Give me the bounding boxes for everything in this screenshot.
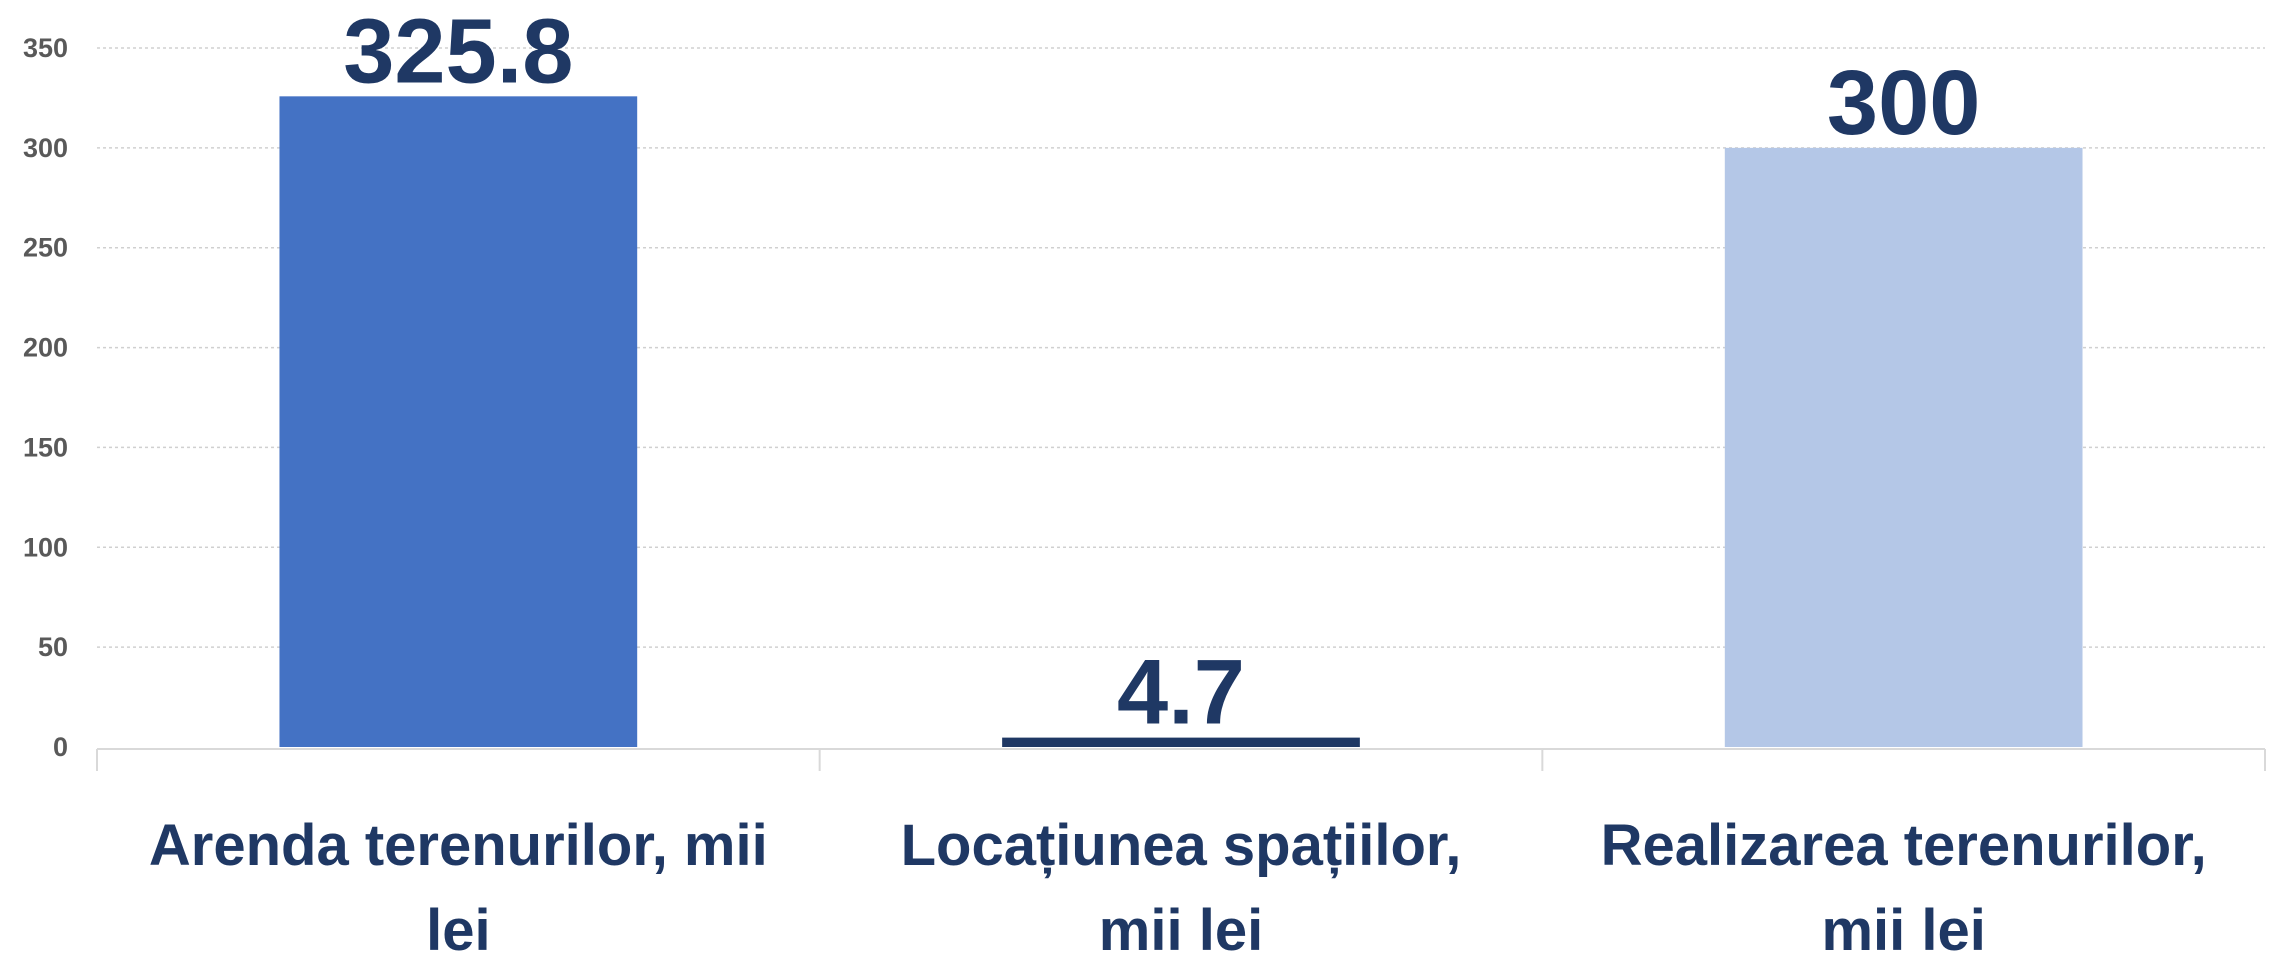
y-tick-label: 350 — [23, 33, 68, 63]
category-label: mii lei — [1821, 898, 1985, 963]
bars — [279, 96, 2083, 747]
bar — [1002, 737, 1360, 747]
category-label: Arenda terenurilor, mii — [149, 813, 768, 878]
bar — [279, 96, 638, 747]
category-label: Locațiunea spațiilor, — [901, 813, 1462, 879]
bar — [1724, 147, 2083, 747]
y-tick-label: 100 — [23, 532, 68, 562]
y-tick-label: 200 — [23, 333, 68, 363]
data-label: 325.8 — [343, 0, 573, 102]
y-tick-label: 300 — [23, 133, 68, 163]
category-labels: Arenda terenurilor, mii lei Locațiunea spa… — [149, 813, 2207, 963]
y-tick-label: 0 — [53, 732, 68, 762]
y-tick-label: 250 — [23, 233, 68, 263]
data-label: 4.7 — [1117, 642, 1245, 744]
x-axis — [96, 748, 2266, 771]
category-label: mii lei — [1099, 898, 1263, 963]
category-label: Realizarea terenurilor, — [1601, 813, 2207, 878]
data-label: 300 — [1827, 52, 1981, 154]
y-axis: 0 50 100 150 200 250 300 350 — [23, 33, 68, 762]
category-label: lei — [426, 898, 491, 963]
y-tick-label: 150 — [23, 432, 68, 462]
data-labels: 325.8 4.7 300 — [343, 0, 1980, 743]
y-tick-label: 50 — [38, 632, 68, 662]
